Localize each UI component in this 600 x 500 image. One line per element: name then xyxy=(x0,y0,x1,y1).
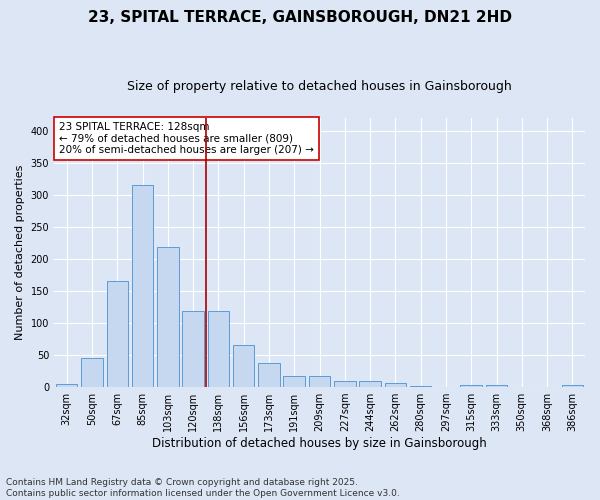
Y-axis label: Number of detached properties: Number of detached properties xyxy=(15,164,25,340)
Bar xyxy=(385,382,406,387)
Bar xyxy=(81,358,103,387)
Bar xyxy=(208,311,229,387)
Bar xyxy=(309,376,330,387)
Bar xyxy=(359,380,381,387)
Bar xyxy=(486,384,507,387)
Bar xyxy=(182,311,204,387)
X-axis label: Distribution of detached houses by size in Gainsborough: Distribution of detached houses by size … xyxy=(152,437,487,450)
Bar xyxy=(56,384,77,387)
Text: 23 SPITAL TERRACE: 128sqm
← 79% of detached houses are smaller (809)
20% of semi: 23 SPITAL TERRACE: 128sqm ← 79% of detac… xyxy=(59,122,314,155)
Text: 23, SPITAL TERRACE, GAINSBOROUGH, DN21 2HD: 23, SPITAL TERRACE, GAINSBOROUGH, DN21 2… xyxy=(88,10,512,25)
Bar xyxy=(460,384,482,387)
Bar xyxy=(107,282,128,387)
Bar xyxy=(157,248,179,387)
Bar xyxy=(132,185,153,387)
Text: Contains HM Land Registry data © Crown copyright and database right 2025.
Contai: Contains HM Land Registry data © Crown c… xyxy=(6,478,400,498)
Bar xyxy=(410,386,431,387)
Bar xyxy=(334,380,356,387)
Bar xyxy=(258,362,280,387)
Title: Size of property relative to detached houses in Gainsborough: Size of property relative to detached ho… xyxy=(127,80,512,93)
Bar xyxy=(283,376,305,387)
Bar xyxy=(233,346,254,387)
Bar xyxy=(562,385,583,387)
